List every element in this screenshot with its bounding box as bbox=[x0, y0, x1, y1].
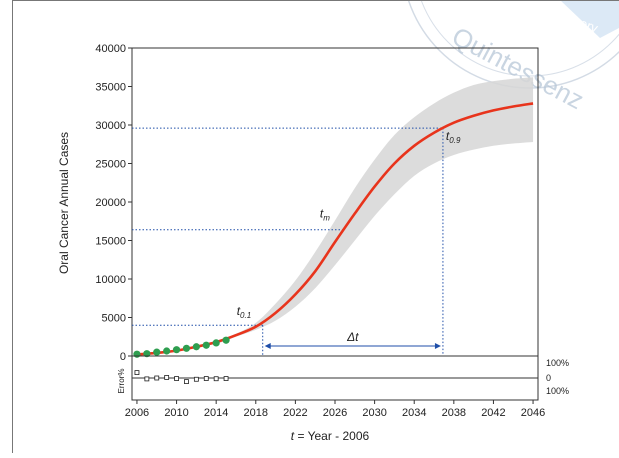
x-tick-label: 2030 bbox=[362, 407, 386, 419]
error-marker bbox=[184, 379, 189, 385]
figure-frame-top bbox=[12, 0, 619, 1]
x-tick-label: 2006 bbox=[125, 407, 149, 419]
error-axis-label: Error% bbox=[117, 369, 126, 394]
error-marker bbox=[174, 376, 179, 381]
y-tick-label: 15000 bbox=[95, 236, 126, 248]
confidence-band-layer bbox=[136, 77, 534, 355]
figure-frame-left bbox=[12, 0, 13, 453]
label-t01: t0.1 bbox=[237, 304, 251, 320]
observed-point bbox=[133, 350, 141, 358]
observed-point bbox=[192, 343, 200, 351]
error-marker bbox=[223, 376, 229, 381]
error-tick-label: 100% bbox=[546, 386, 569, 396]
x-tick-label: 2034 bbox=[402, 407, 426, 419]
observed-point bbox=[182, 344, 191, 352]
label-t09-base: t bbox=[446, 129, 450, 143]
error-marker bbox=[144, 376, 150, 382]
fit-curve-line bbox=[136, 102, 534, 356]
label-t01-base: t bbox=[237, 304, 241, 318]
error-markers-layer bbox=[134, 370, 229, 385]
x-tick-label: 2046 bbox=[521, 407, 545, 419]
x-axis-label-variable: t bbox=[291, 429, 295, 443]
label-tm-subscript: m bbox=[323, 214, 330, 223]
delta-t-arrow-right-head bbox=[434, 343, 441, 349]
x-tick-label: 2038 bbox=[442, 407, 466, 419]
label-t09-subscript: 0.9 bbox=[449, 136, 461, 145]
observed-points-layer bbox=[133, 336, 230, 358]
x-tick-label: 2014 bbox=[204, 407, 228, 419]
label-delta-t: Δt bbox=[346, 330, 359, 344]
y-tick-label: 20000 bbox=[95, 197, 126, 209]
confidence-band bbox=[136, 77, 534, 355]
error-tick-label: 100% bbox=[546, 358, 569, 368]
y-tick-label: 40000 bbox=[95, 43, 126, 55]
x-axis: 2006 2010 2014 2018 2022 2026 2030 2034 2038 2042… bbox=[125, 400, 545, 419]
x-axis-label: t = Year - 2006 bbox=[291, 429, 370, 443]
observed-point bbox=[143, 350, 151, 358]
observed-point bbox=[212, 339, 220, 347]
observed-point bbox=[172, 346, 181, 354]
y-tick-label: 30000 bbox=[95, 120, 126, 132]
x-tick-label: 2018 bbox=[244, 407, 268, 419]
x-tick-label: 2042 bbox=[481, 407, 505, 419]
observed-point bbox=[202, 341, 210, 349]
observed-point bbox=[222, 336, 230, 344]
x-axis-label-rest: = Year - 2006 bbox=[294, 429, 369, 443]
error-marker bbox=[154, 375, 160, 381]
error-marker bbox=[164, 375, 170, 380]
y-tick-label: 5000 bbox=[102, 313, 126, 325]
y-tick-label: 25000 bbox=[95, 159, 126, 171]
watermark-tab bbox=[560, 0, 619, 38]
y-tick-label: 10000 bbox=[95, 274, 126, 286]
y-axis-label: Oral Cancer Annual Cases bbox=[57, 132, 71, 274]
x-tick-label: 2026 bbox=[323, 407, 347, 419]
y-tick-label: 35000 bbox=[95, 82, 126, 94]
error-marker bbox=[193, 376, 199, 382]
x-tick-label: 2010 bbox=[164, 407, 188, 419]
observed-point bbox=[153, 348, 161, 356]
reference-lines-layer bbox=[132, 127, 444, 356]
error-marker bbox=[203, 376, 209, 381]
delta-t-arrow-left-head bbox=[264, 343, 271, 349]
label-tm: tm bbox=[320, 207, 330, 223]
fit-curve-layer bbox=[136, 102, 534, 356]
error-marker bbox=[213, 376, 219, 382]
label-t01-subscript: 0.1 bbox=[240, 311, 251, 320]
error-marker bbox=[134, 370, 140, 376]
error-axis: 100% 0 100% bbox=[546, 358, 569, 396]
x-tick-label: 2022 bbox=[283, 407, 307, 419]
y-tick-label: 0 bbox=[120, 351, 126, 363]
observed-point bbox=[163, 347, 171, 355]
y-axis: 0 5000 10000 15000 20000 25000 30000 35000 40000 bbox=[95, 43, 132, 363]
label-tm-base: t bbox=[320, 207, 324, 221]
label-t09: t0.9 bbox=[446, 129, 461, 145]
error-tick-label: 0 bbox=[546, 373, 551, 383]
